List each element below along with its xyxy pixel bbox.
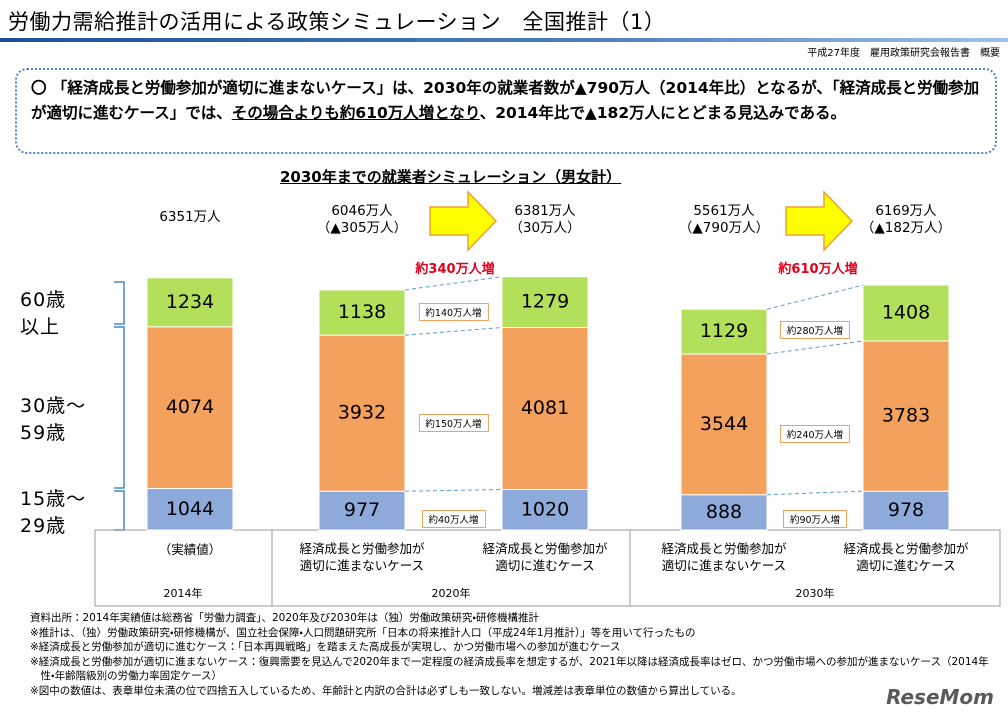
summary-text: 〇 「経済成長と労働参加が適切に進まないケース」は、2030年の就業者数が▲79… <box>31 79 980 122</box>
year-label: 2030年 <box>795 587 835 600</box>
summary-text: 、2014年比で▲182万人にとどまる見込みである。 <box>479 104 846 122</box>
bar-segment <box>862 340 950 492</box>
arrows <box>429 190 854 252</box>
note: ※経済成長と労働参加が適切に進まないケース：復興需要を見込んで2020年まで一定… <box>30 655 989 683</box>
age-label: 15歳～ 29歳 <box>20 488 87 537</box>
connector <box>766 284 864 310</box>
year-label: 2014年 <box>163 587 203 600</box>
note: ※経済成長と労働参加が適切に進むケース：「日本再興戦略」を踏まえた高成長が実現し… <box>30 641 621 653</box>
bar-segment <box>501 276 589 328</box>
bar-segment <box>680 308 768 355</box>
category-label: （実績値） <box>158 542 222 557</box>
value-label: 978 <box>888 499 924 521</box>
year-label: 2020年 <box>431 587 471 600</box>
value-label: 1234 <box>166 291 214 313</box>
segment-increase: 約140万人増 <box>418 303 489 321</box>
value-label: 1279 <box>521 291 569 313</box>
segment-increase: 約90万人増 <box>782 510 848 528</box>
age-label: 60歳 以上 <box>20 289 67 338</box>
arrow <box>429 190 498 252</box>
note: ※推計は、（独）労働政策研究・研修機構が、国立社会保障・人口問題研究所「日本の将… <box>30 626 696 639</box>
segment-increase: 約150万人増 <box>418 414 489 432</box>
value-label: 4081 <box>521 397 569 419</box>
title: 労働力需給推計の活用による政策シミュレーション 全国推計（1） <box>8 10 666 34</box>
bar-segment <box>146 326 234 490</box>
segment-increase: 約280万人増 <box>779 321 851 339</box>
summary-text: その場合よりも約610万人増となり <box>231 104 480 122</box>
title-bar <box>0 38 1008 42</box>
value-label: 3932 <box>338 402 386 424</box>
connector <box>404 326 503 336</box>
bracket <box>114 490 125 531</box>
bar-segment <box>318 334 406 492</box>
bar-segment <box>146 488 234 531</box>
note: 資料出所：2014年実績値は総務省「労働力調査」、2020年及び2030年は（独… <box>30 612 539 624</box>
category-label: 経済成長と労働参加が 適切に進まないケース <box>299 541 425 573</box>
group-increase: 約610万人増 <box>778 262 858 277</box>
change-label: （▲182万人） <box>860 220 952 236</box>
bar-segment <box>501 489 589 531</box>
change-label: （▲305万人） <box>316 220 408 236</box>
value-label: 3783 <box>882 405 930 427</box>
value-label: 1044 <box>166 498 214 520</box>
age-label: 30歳～ 59歳 <box>20 395 87 444</box>
bracket <box>114 281 125 325</box>
note: ※図中の数値は、表章単位未満の位で四捨五入しているため、年齢計と内訳の合計は必ず… <box>30 684 742 697</box>
brackets <box>114 281 125 531</box>
total-label: 6381万人 <box>514 203 576 219</box>
value-label: 3544 <box>700 413 748 435</box>
segment-increase: 約240万人増 <box>779 425 851 443</box>
bar-segment <box>318 490 406 531</box>
connector <box>766 490 864 496</box>
summary-box: 〇 「経済成長と労働参加が適切に進まないケース」は、2030年の就業者数が▲79… <box>15 68 997 154</box>
notes: 資料出所：2014年実績値は総務省「労働力調査」、2020年及び2030年は（独… <box>30 611 1000 698</box>
bar-segment <box>318 289 406 336</box>
category-label: 経済成長と労働参加が 適切に進むケース <box>482 541 608 573</box>
value-label: 1408 <box>882 302 930 324</box>
total-label: 6169万人 <box>875 203 937 219</box>
category-label: 経済成長と労働参加が 適切に進むケース <box>843 541 969 573</box>
chart-title: 2030年までの就業者シミュレーション（男女計） <box>280 168 622 186</box>
change-label: （30万人） <box>509 220 581 236</box>
value-label: 977 <box>344 499 380 521</box>
total-label: 6046万人 <box>331 203 393 219</box>
value-label: 1129 <box>700 320 748 342</box>
bar-segment <box>146 277 234 328</box>
source: 平成27年度 雇用政策研究会報告書 概要 <box>807 48 1000 59</box>
total-label: 6351万人 <box>159 209 221 225</box>
total-label: 5561万人 <box>693 203 755 219</box>
connector <box>404 276 503 291</box>
bar-segment <box>680 353 768 496</box>
connector <box>766 340 864 355</box>
bar-segment <box>862 284 950 342</box>
bar-segment <box>862 490 950 531</box>
arrow <box>785 190 854 252</box>
change-label: （▲790万人） <box>678 220 770 236</box>
category-label: 経済成長と労働参加が 適切に進まないケース <box>661 541 787 573</box>
logo: ReseMom <box>886 685 994 709</box>
bracket <box>114 326 125 489</box>
value-label: 1020 <box>521 498 569 520</box>
value-label: 4074 <box>166 396 214 418</box>
group-increase: 約340万人増 <box>415 262 495 277</box>
segment-increase: 約40万人増 <box>421 510 486 528</box>
value-label: 1138 <box>338 301 386 323</box>
value-label: 888 <box>706 501 742 523</box>
connector <box>404 489 503 492</box>
